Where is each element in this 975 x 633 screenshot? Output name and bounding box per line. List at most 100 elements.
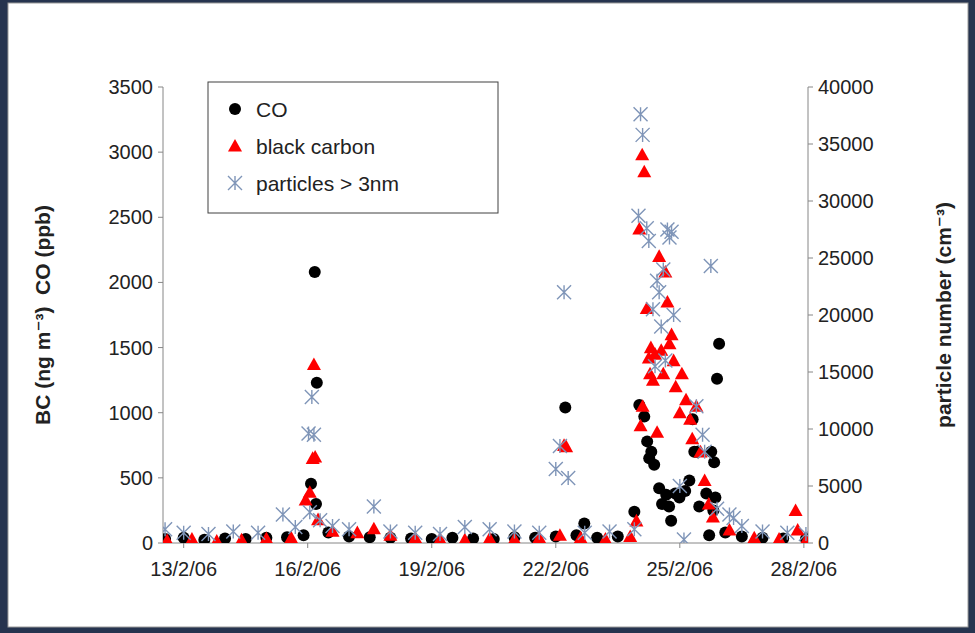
point — [791, 523, 805, 536]
point — [772, 532, 786, 543]
point — [654, 319, 668, 333]
point — [656, 262, 670, 276]
point — [799, 527, 808, 541]
y2-tick-label: 35000 — [818, 133, 874, 155]
legend-marker — [228, 176, 242, 190]
point — [652, 249, 666, 262]
point — [713, 338, 725, 350]
point — [652, 285, 666, 299]
point — [259, 531, 273, 543]
point — [367, 500, 381, 514]
point — [675, 367, 689, 380]
y-tick — [158, 282, 163, 283]
y2-tick-label: 40000 — [818, 76, 874, 98]
point — [226, 525, 240, 539]
point — [627, 522, 641, 536]
point — [309, 266, 321, 278]
x-tick — [307, 543, 308, 548]
point — [483, 522, 497, 536]
y2-tick — [808, 429, 813, 430]
x-tick — [555, 543, 556, 548]
y2-axis-title: particle number (cm⁻³) — [932, 202, 955, 428]
point — [703, 529, 715, 541]
point — [177, 526, 191, 540]
point — [603, 525, 617, 539]
point — [507, 525, 521, 539]
point — [662, 230, 676, 244]
point — [629, 514, 643, 527]
point — [303, 505, 317, 519]
legend-marker — [229, 103, 241, 115]
y-tick-label: 0 — [142, 532, 153, 554]
point — [308, 450, 322, 463]
point — [557, 285, 571, 299]
point — [628, 506, 640, 518]
point — [288, 520, 302, 534]
point — [683, 412, 697, 425]
point — [698, 445, 712, 459]
legend-marker — [228, 139, 242, 152]
point — [660, 295, 674, 308]
point — [303, 485, 317, 498]
y-tick — [158, 543, 163, 544]
y-tick-label: 3500 — [109, 76, 154, 98]
y2-tick — [808, 315, 813, 316]
y-tick — [158, 477, 163, 478]
y-tick-label: 1000 — [109, 402, 154, 424]
point — [284, 531, 298, 543]
legend: COblack carbonparticles > 3nm — [208, 82, 498, 213]
point — [673, 479, 687, 493]
x-tick-label: 22/2/06 — [522, 558, 589, 580]
y-tick-label: 2000 — [109, 271, 154, 293]
y2-tick-label: 25000 — [818, 247, 874, 269]
y2-tick-label: 5000 — [818, 475, 863, 497]
point — [598, 532, 612, 543]
point — [532, 526, 546, 540]
y2-tick — [808, 372, 813, 373]
point — [578, 526, 592, 540]
y2-tick — [808, 144, 813, 145]
y-tick — [158, 412, 163, 413]
point — [658, 354, 672, 368]
point — [702, 497, 716, 510]
point — [635, 148, 649, 161]
y-tick — [158, 152, 163, 153]
point — [665, 225, 679, 239]
point — [689, 399, 703, 413]
point — [637, 165, 651, 178]
point — [663, 501, 675, 513]
point — [367, 522, 381, 535]
y-tick-label: 500 — [120, 467, 153, 489]
point — [747, 531, 761, 543]
point — [636, 399, 650, 412]
legend-label: CO — [256, 98, 288, 121]
point — [650, 425, 664, 438]
point — [163, 522, 172, 536]
legend-label: black carbon — [256, 135, 375, 158]
point — [559, 402, 571, 414]
point — [549, 462, 563, 476]
y2-tick-label: 15000 — [818, 361, 874, 383]
point — [645, 446, 657, 458]
y-tick — [158, 87, 163, 88]
point — [679, 393, 693, 406]
chart: 0500100015002000250030003500050001000015… — [0, 0, 975, 633]
point — [307, 428, 321, 442]
point — [711, 373, 723, 385]
point — [210, 534, 224, 543]
point — [185, 532, 199, 543]
point — [673, 406, 687, 419]
y2-tick — [808, 258, 813, 259]
point — [251, 526, 265, 540]
point — [433, 527, 447, 541]
point — [305, 390, 319, 404]
point — [636, 128, 650, 142]
legend-box — [208, 82, 498, 213]
point — [326, 519, 340, 533]
point — [307, 358, 321, 371]
chart-background — [8, 3, 968, 627]
point — [780, 526, 794, 540]
x-tick-label: 16/2/06 — [274, 558, 341, 580]
point — [311, 377, 323, 389]
x-tick — [679, 543, 680, 548]
